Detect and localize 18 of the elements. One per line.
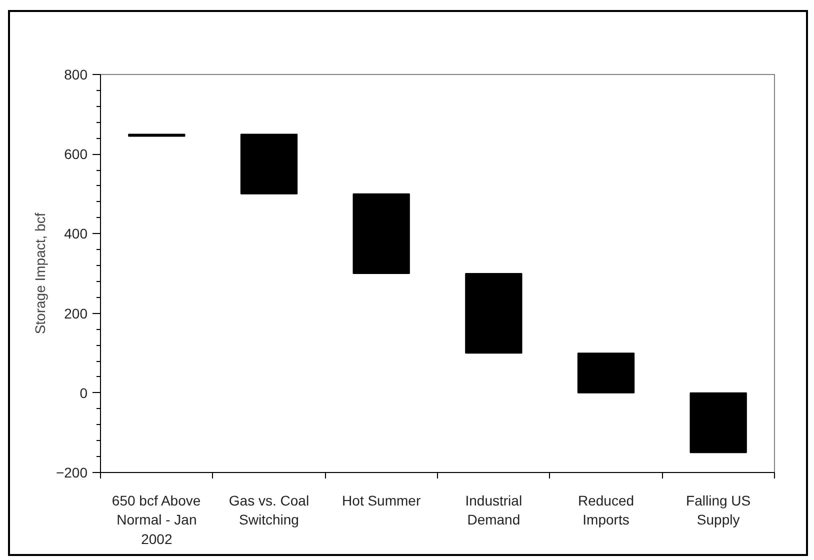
y-tick-label: 800 bbox=[64, 66, 88, 82]
x-tick-label: 650 bcf Above Normal - Jan 2002 bbox=[112, 492, 201, 547]
bar bbox=[690, 392, 747, 454]
y-tick-label: −200 bbox=[56, 464, 88, 480]
y-tick-label: 600 bbox=[64, 146, 88, 162]
bar bbox=[465, 273, 522, 354]
x-tick-label: Falling US Supply bbox=[686, 492, 751, 528]
bar bbox=[577, 352, 635, 394]
y-tick-label: 400 bbox=[64, 226, 88, 242]
x-tick-label: Reduced Imports bbox=[578, 492, 634, 528]
bar bbox=[240, 134, 298, 194]
y-axis-title: Storage Impact, bcf bbox=[32, 212, 48, 334]
y-tick-label: 0 bbox=[80, 384, 88, 401]
x-tick-label: Industrial Demand bbox=[465, 492, 522, 528]
y-tick-label: 200 bbox=[64, 305, 88, 322]
x-tick-label: Gas vs. Coal Switching bbox=[228, 492, 310, 528]
x-tick-label: Hot Summer bbox=[342, 492, 421, 508]
bar bbox=[352, 193, 410, 274]
